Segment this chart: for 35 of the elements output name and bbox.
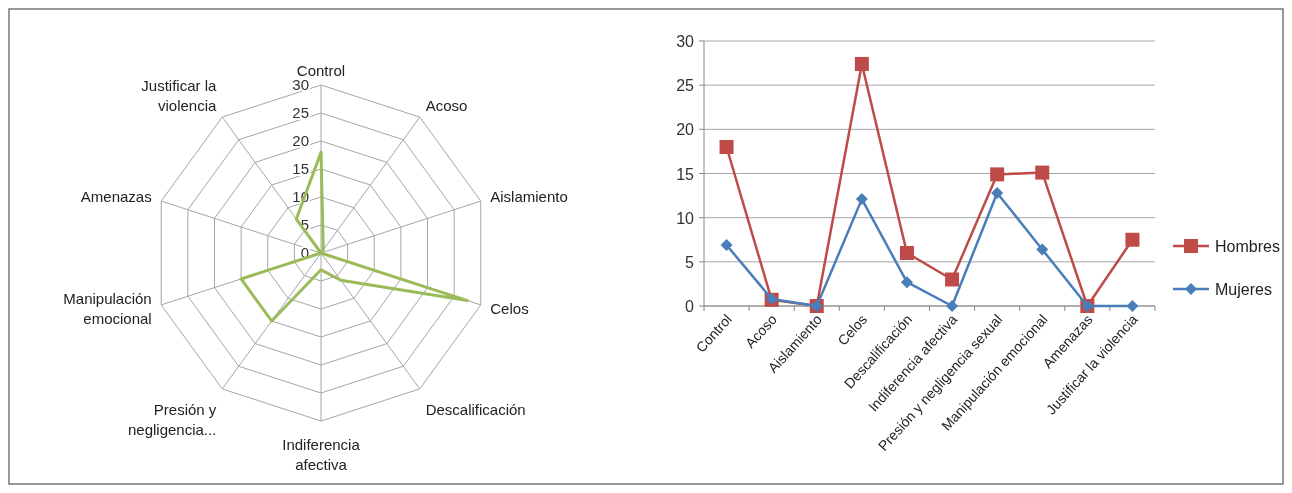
point bbox=[945, 272, 960, 287]
spoke-label: Presión y negligencia... bbox=[127, 401, 217, 439]
y-tick-label: 20 bbox=[292, 132, 309, 149]
spoke-label: Acoso bbox=[425, 96, 468, 114]
point bbox=[991, 186, 1004, 199]
point bbox=[719, 140, 734, 154]
spoke-label: Amenazas bbox=[80, 187, 152, 205]
point bbox=[720, 239, 733, 252]
spoke-label: Indiferencia afectiva bbox=[282, 436, 361, 473]
y-tick-label: 0 bbox=[685, 298, 695, 315]
spoke-label: Celos bbox=[490, 300, 529, 318]
spoke-label: Justificar la violencia bbox=[141, 76, 218, 114]
point bbox=[1126, 300, 1139, 312]
spoke-label: Control bbox=[296, 62, 346, 79]
y-tick-label: 30 bbox=[676, 33, 695, 50]
y-tick-label: 15 bbox=[292, 160, 309, 177]
y-tick-label: 25 bbox=[676, 77, 695, 95]
y-tick-label: 5 bbox=[685, 253, 695, 271]
legend-label: Hombres bbox=[1215, 238, 1280, 255]
point bbox=[1125, 232, 1140, 247]
point bbox=[1036, 243, 1049, 256]
y-tick-label: 10 bbox=[676, 209, 695, 227]
point bbox=[855, 193, 868, 206]
point bbox=[900, 276, 913, 289]
point bbox=[946, 300, 959, 312]
point bbox=[854, 56, 869, 71]
y-tick-label: 30 bbox=[292, 76, 309, 93]
y-tick-label: 20 bbox=[676, 121, 695, 139]
point bbox=[1035, 165, 1050, 180]
y-tick-label: 25 bbox=[292, 104, 309, 121]
y-tick-label: 15 bbox=[676, 165, 695, 183]
spoke-label: Aislamiento bbox=[490, 187, 568, 205]
point bbox=[899, 246, 914, 260]
point bbox=[990, 167, 1005, 182]
legend-label: Mujeres bbox=[1215, 281, 1272, 298]
